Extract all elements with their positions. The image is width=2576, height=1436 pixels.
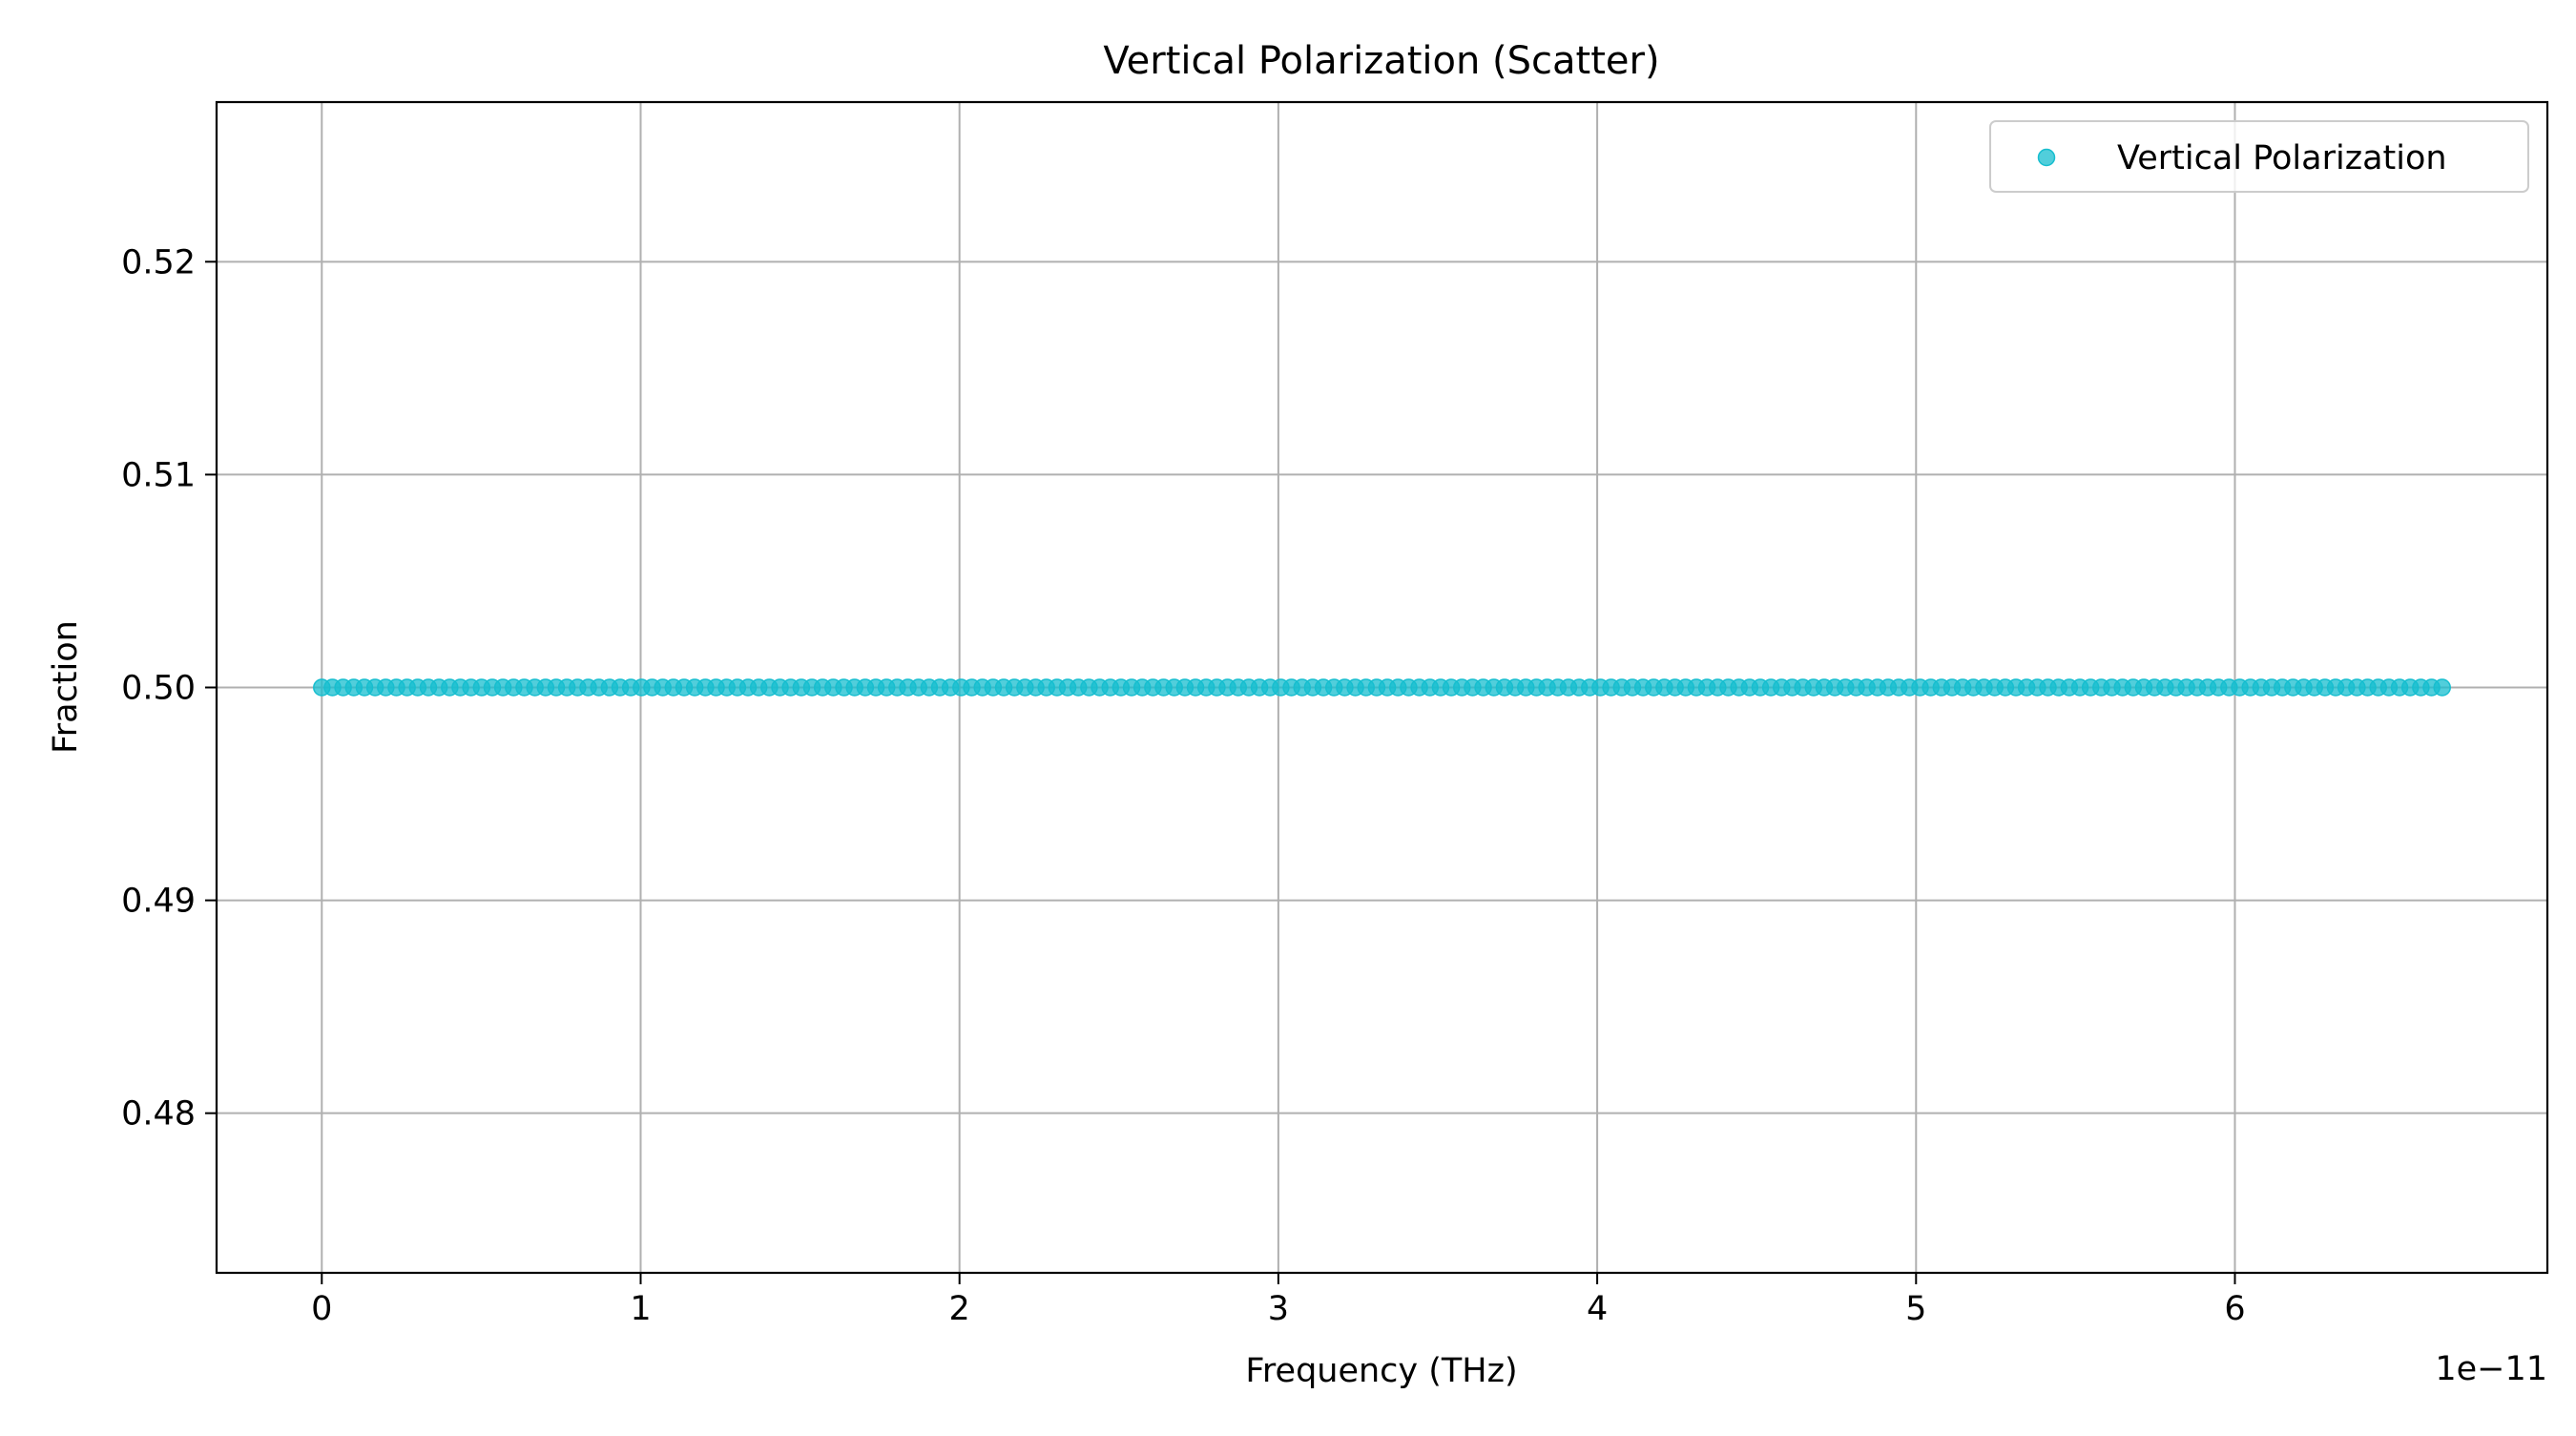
x-axis-offset-label: 1e−11 bbox=[2435, 1350, 2547, 1388]
legend-box bbox=[1989, 120, 2529, 193]
x-tick-label: 5 bbox=[1905, 1290, 1926, 1328]
x-tick-label: 2 bbox=[949, 1290, 970, 1328]
x-tick-label: 1 bbox=[630, 1290, 651, 1328]
x-tick-label: 3 bbox=[1268, 1290, 1289, 1328]
x-tick-label: 6 bbox=[2224, 1290, 2245, 1328]
x-tick-label: 0 bbox=[311, 1290, 332, 1328]
legend-label: Vertical Polarization bbox=[2117, 139, 2447, 177]
y-tick-label: 0.49 bbox=[121, 883, 196, 921]
axis-ticks: 0 1 2 3 4 5 6 0.48 0.49 0.50 0.51 0.52 bbox=[121, 243, 2246, 1328]
y-tick-label: 0.50 bbox=[121, 670, 196, 708]
legend-marker bbox=[2037, 148, 2056, 167]
data-points bbox=[313, 678, 2451, 697]
x-axis-label: Frequency (THz) bbox=[1245, 1352, 1517, 1390]
legend: Vertical Polarization bbox=[1989, 120, 2529, 193]
x-tick-label: 4 bbox=[1587, 1290, 1608, 1328]
chart-title: Vertical Polarization (Scatter) bbox=[1103, 39, 1659, 83]
y-tick-label: 0.51 bbox=[121, 456, 196, 494]
y-tick-label: 0.48 bbox=[121, 1095, 196, 1134]
y-axis-label: Fraction bbox=[47, 620, 85, 754]
y-tick-label: 0.52 bbox=[121, 243, 196, 281]
data-point bbox=[2433, 678, 2451, 697]
